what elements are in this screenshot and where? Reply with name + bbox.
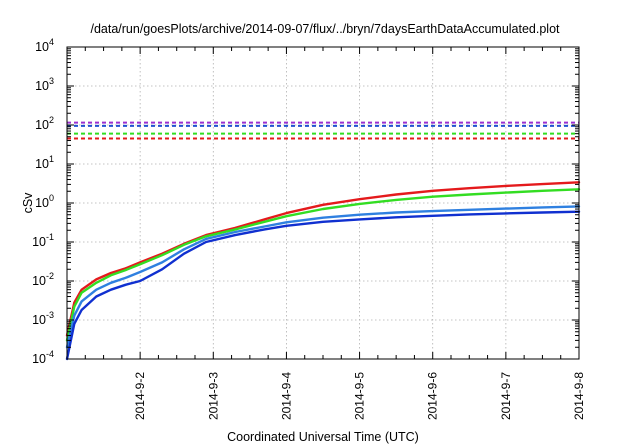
y-tick-label: 103 [35, 76, 54, 93]
series-line [65, 210, 581, 361]
y-tick-label: 102 [35, 115, 54, 132]
y-tick-base: 10 [32, 313, 46, 327]
y-tick-exponent: 3 [49, 76, 54, 86]
series-line [65, 181, 581, 337]
x-tick-label: 2014-9-6 [426, 372, 440, 420]
y-tick-base: 10 [35, 157, 49, 171]
x-tick-label: 2014-9-7 [499, 372, 513, 420]
series-line [65, 188, 581, 342]
series-lines [65, 181, 581, 361]
x-tick-label: 2014-9-3 [206, 372, 220, 420]
y-tick-exponent: -3 [46, 310, 54, 320]
chart-title: /data/run/goesPlots/archive/2014-09-07/f… [90, 22, 560, 36]
x-axis-label: Coordinated Universal Time (UTC) [227, 430, 419, 444]
y-tick-exponent: 0 [49, 193, 54, 203]
y-tick-exponent: 2 [49, 115, 54, 125]
y-axis-label: cSv [21, 192, 35, 214]
y-tick-base: 10 [32, 235, 46, 249]
y-tick-label: 10-1 [32, 232, 54, 249]
y-tick-base: 10 [35, 79, 49, 93]
y-tick-exponent: 4 [49, 37, 54, 47]
y-tick-base: 10 [32, 352, 46, 366]
grid [67, 47, 579, 359]
x-tick-label: 2014-9-5 [353, 372, 367, 420]
y-tick-base: 10 [35, 118, 49, 132]
x-axis-ticks: 2014-9-2 2014-9-3 2014-9-4 2014-9-5 2014-9-6… [84, 47, 586, 420]
x-tick-label: 2014-9-8 [572, 372, 586, 420]
y-tick-exponent: -1 [46, 232, 54, 242]
y-tick-base: 10 [35, 40, 49, 54]
y-tick-label: 104 [35, 37, 54, 54]
reference-lines [67, 121, 579, 140]
y-tick-label: 101 [35, 154, 54, 171]
series-line [65, 205, 581, 349]
y-tick-label: 10-2 [32, 271, 54, 288]
y-tick-base: 10 [35, 196, 49, 210]
y-tick-label: 10-3 [32, 310, 54, 327]
x-tick-label: 2014-9-2 [133, 372, 147, 420]
y-tick-base: 10 [32, 274, 46, 288]
y-tick-exponent: -2 [46, 271, 54, 281]
y-tick-label: 100 [35, 193, 54, 210]
x-tick-label: 2014-9-4 [279, 372, 293, 420]
y-tick-exponent: 1 [49, 154, 54, 164]
y-tick-exponent: -4 [46, 349, 54, 359]
y-tick-label: 10-4 [32, 349, 54, 366]
